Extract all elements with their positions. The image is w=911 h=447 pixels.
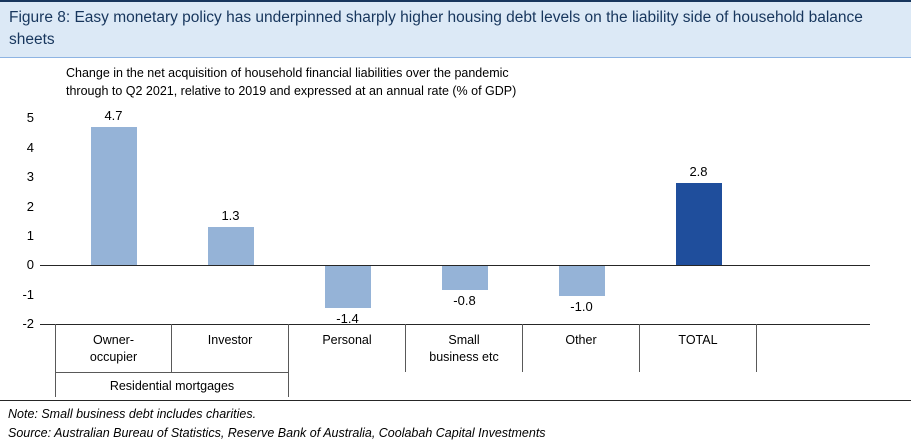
figure-title-banner: Figure 8: Easy monetary policy has under… bbox=[0, 0, 911, 59]
category-group-label: Residential mortgages bbox=[55, 372, 289, 398]
bar bbox=[441, 266, 488, 290]
figure-footer: Note: Small business debt includes chari… bbox=[0, 400, 911, 441]
y-axis-tick-label: 3 bbox=[26, 169, 34, 185]
bar-data-label: -1.4 bbox=[336, 310, 359, 326]
bar-data-label: 1.3 bbox=[221, 208, 240, 224]
category-label-cell: Personal bbox=[289, 324, 406, 373]
bar-data-label: 2.8 bbox=[689, 164, 708, 180]
chart-note: Note: Small business debt includes chari… bbox=[8, 407, 257, 422]
bar bbox=[90, 127, 137, 266]
y-axis-tick-label: 4 bbox=[26, 139, 34, 155]
category-label-cell: Other bbox=[523, 324, 640, 373]
y-axis-tick-label: 2 bbox=[26, 198, 34, 214]
bar-data-label: -1.0 bbox=[570, 298, 593, 314]
bar bbox=[324, 266, 371, 308]
category-label-cell: Small business etc bbox=[406, 324, 523, 373]
zero-axis-line bbox=[40, 265, 870, 267]
figure-title: Figure 8: Easy monetary policy has under… bbox=[9, 9, 863, 48]
chart-subtitle: Change in the net acquisition of househo… bbox=[66, 66, 517, 98]
chart-source: Source: Australian Bureau of Statistics,… bbox=[8, 425, 546, 440]
y-axis-tick-label: 5 bbox=[26, 110, 34, 126]
bar bbox=[558, 266, 605, 296]
category-label-cell: Investor bbox=[172, 324, 289, 373]
bar bbox=[675, 183, 722, 266]
bar bbox=[207, 227, 254, 266]
y-axis-tick-label: 0 bbox=[26, 257, 34, 273]
baseline-axis-line bbox=[40, 324, 870, 326]
category-label-cell: TOTAL bbox=[640, 324, 757, 373]
y-axis-tick-label: -1 bbox=[22, 286, 34, 302]
bar-data-label: -0.8 bbox=[453, 292, 476, 308]
bar-chart: 5 4 3 2 1 0 -1 -2 4.7 1.3 -1.4 -0.8 -1.0 2.8 Owner- oc… bbox=[0, 104, 911, 400]
y-axis-tick-label: 1 bbox=[26, 227, 34, 243]
y-axis-tick-label: -2 bbox=[22, 316, 34, 332]
category-label-cell: Owner- occupier bbox=[55, 324, 172, 373]
bar-data-label: 4.7 bbox=[104, 108, 123, 124]
